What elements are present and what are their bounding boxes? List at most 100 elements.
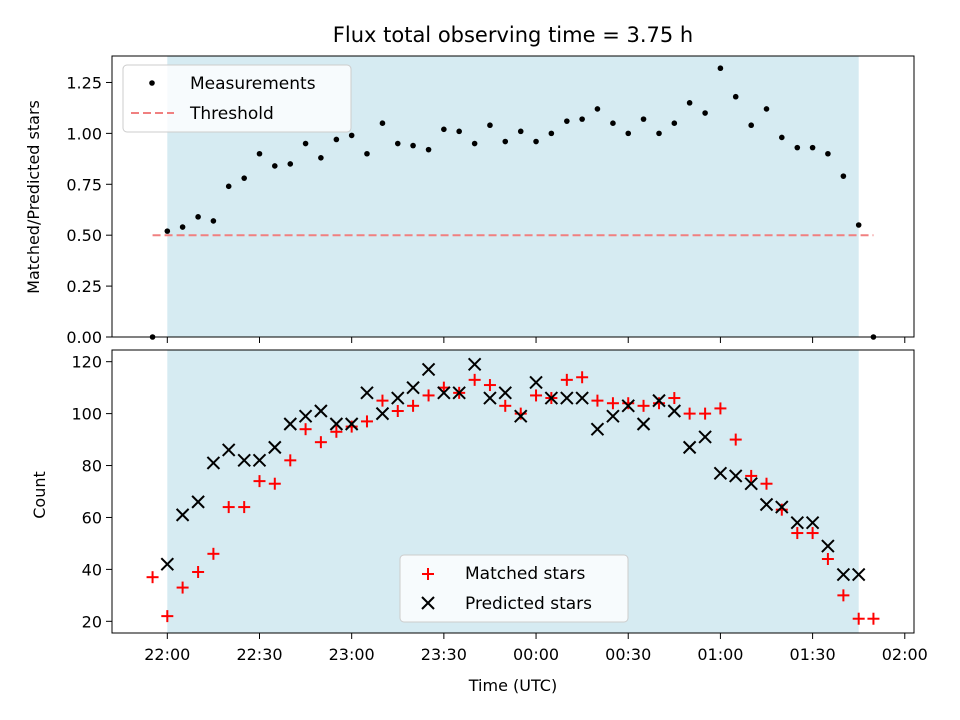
matched-star-point bbox=[837, 589, 850, 602]
measurement-point bbox=[487, 122, 493, 129]
measurement-point bbox=[379, 120, 386, 126]
matched-star-point bbox=[299, 423, 312, 436]
legend-matched-marker bbox=[422, 568, 434, 580]
measurement-point bbox=[164, 228, 171, 234]
predicted-star-point bbox=[206, 456, 221, 470]
predicted-star-point bbox=[790, 515, 805, 530]
predicted-star-point bbox=[221, 443, 236, 457]
measurement-point bbox=[287, 161, 294, 167]
measurement-point bbox=[825, 150, 831, 157]
count-y-tick-label: 100 bbox=[71, 405, 102, 424]
matched-star-point bbox=[376, 394, 389, 407]
measurement-point bbox=[456, 128, 462, 135]
measurement-point bbox=[779, 134, 785, 141]
predicted-star-point bbox=[268, 440, 282, 455]
predicted-star-point bbox=[713, 466, 728, 481]
measurement-point bbox=[594, 106, 601, 112]
predicted-star-point bbox=[775, 500, 789, 514]
measurement-point bbox=[533, 138, 539, 145]
measurement-point bbox=[686, 100, 693, 106]
measurement-point bbox=[640, 116, 647, 122]
ratio-y-tick-label: 0.50 bbox=[66, 226, 102, 245]
matched-star-point bbox=[222, 501, 235, 514]
predicted-star-point bbox=[483, 391, 497, 405]
measurement-point bbox=[210, 218, 217, 224]
measurement-point bbox=[855, 222, 862, 228]
predicted-star-point bbox=[575, 391, 589, 405]
matched-star-point bbox=[192, 565, 205, 578]
predicted-star-point bbox=[437, 386, 451, 400]
count-x-tick-label: 23:00 bbox=[329, 645, 375, 664]
measurement-point bbox=[656, 130, 662, 137]
legend-predicted-marker bbox=[421, 596, 435, 610]
matched-star-point bbox=[699, 407, 712, 420]
predicted-star-point bbox=[283, 417, 297, 431]
count-x-tick-label: 02:00 bbox=[882, 645, 928, 664]
legend-measurements-label: Measurements bbox=[190, 74, 316, 94]
ratio-y-tick-label: 1.25 bbox=[66, 73, 102, 92]
matched-star-point bbox=[207, 547, 220, 560]
count-x-tick-label: 22:00 bbox=[144, 645, 190, 664]
ratio-y-tick-label: 1.00 bbox=[66, 124, 102, 143]
measurement-point bbox=[256, 150, 263, 157]
predicted-star-point bbox=[759, 497, 774, 512]
predicted-star-point bbox=[667, 404, 682, 418]
measurement-point bbox=[840, 173, 847, 179]
matched-star-point bbox=[637, 399, 650, 412]
count-y-tick-label: 20 bbox=[82, 612, 102, 631]
matched-star-point bbox=[407, 399, 420, 412]
matched-star-point bbox=[499, 399, 512, 412]
ratio-legend-box bbox=[122, 64, 352, 133]
measurement-point bbox=[195, 214, 201, 220]
ratio-panel: Flux total observing time = 3.75 h Match… bbox=[24, 23, 915, 347]
predicted-star-point bbox=[514, 409, 528, 423]
measurement-point bbox=[471, 140, 478, 147]
predicted-star-point bbox=[652, 393, 666, 408]
matched-star-point bbox=[391, 405, 404, 418]
count-x-tick-label: 01:00 bbox=[697, 645, 743, 664]
measurement-point bbox=[364, 150, 370, 157]
measurement-point bbox=[564, 118, 570, 124]
predicted-star-point bbox=[175, 508, 190, 522]
measurement-point bbox=[579, 116, 585, 122]
matched-star-point bbox=[253, 475, 266, 488]
measurement-point bbox=[671, 120, 678, 126]
predicted-star-point bbox=[421, 362, 436, 377]
count-x-tick-label: 22:30 bbox=[236, 645, 282, 664]
measurement-point bbox=[241, 175, 247, 181]
measurement-point bbox=[717, 65, 724, 72]
ratio-legend: Measurements Threshold bbox=[122, 64, 352, 133]
measurement-point bbox=[625, 130, 632, 137]
matched-star-point bbox=[360, 415, 373, 428]
count-x-axis-label: Time (UTC) bbox=[468, 676, 557, 695]
measurement-point bbox=[302, 140, 309, 147]
legend-threshold-label: Threshold bbox=[189, 104, 274, 124]
measurement-point bbox=[702, 110, 708, 116]
measurement-point bbox=[809, 144, 816, 151]
predicted-star-point bbox=[360, 386, 374, 400]
matched-star-point bbox=[422, 389, 435, 402]
count-x-tick-label: 23:30 bbox=[421, 645, 467, 664]
measurement-point bbox=[333, 136, 340, 143]
matched-star-point bbox=[606, 397, 619, 410]
predicted-star-point bbox=[606, 409, 620, 423]
predicted-star-point bbox=[329, 417, 344, 431]
measurement-point bbox=[748, 122, 755, 129]
predicted-star-point bbox=[391, 391, 405, 405]
matched-star-point bbox=[576, 371, 589, 384]
predicted-star-point bbox=[821, 539, 835, 553]
predicted-star-point bbox=[252, 453, 267, 468]
count-x-tick-label: 00:30 bbox=[605, 645, 651, 664]
predicted-star-point bbox=[237, 453, 251, 468]
predicted-star-point bbox=[406, 380, 420, 395]
count-y-tick-label: 80 bbox=[82, 457, 102, 476]
ratio-y-tick-label: 0.00 bbox=[66, 328, 102, 347]
count-plot-frame bbox=[111, 349, 915, 634]
measurement-point bbox=[348, 132, 355, 139]
matched-star-point bbox=[268, 477, 281, 490]
measurement-point bbox=[548, 130, 555, 137]
predicted-star-point bbox=[590, 422, 605, 436]
measurement-point bbox=[271, 163, 278, 169]
ratio-plot-frame bbox=[111, 55, 915, 338]
matched-star-point bbox=[591, 394, 604, 407]
